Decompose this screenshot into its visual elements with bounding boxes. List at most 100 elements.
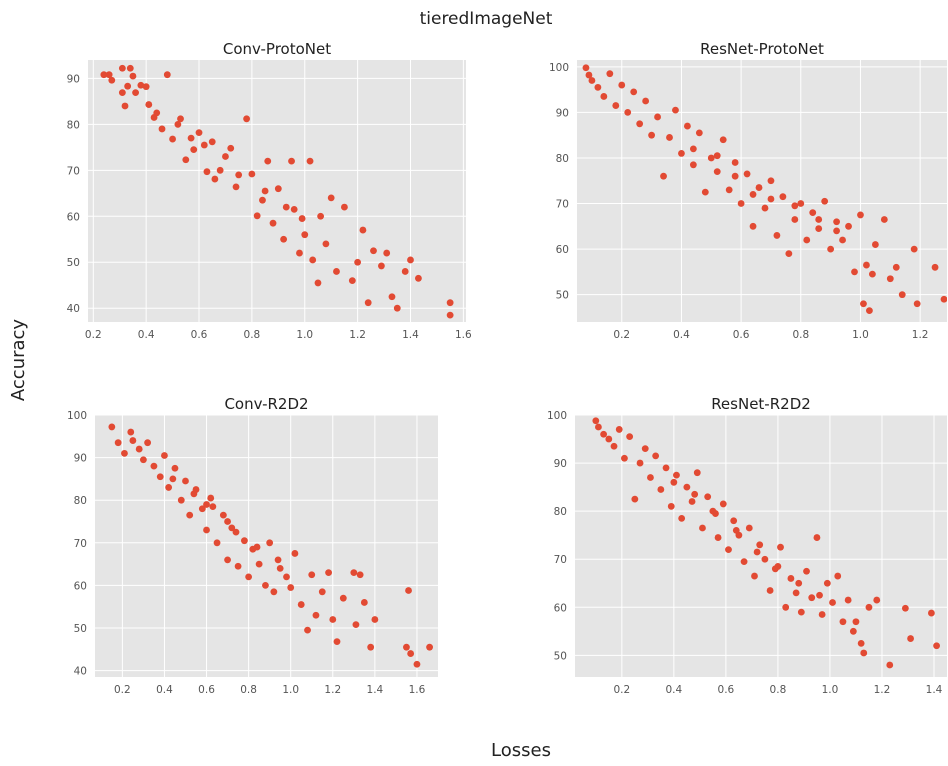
scatter-point bbox=[767, 177, 775, 185]
scatter-point bbox=[207, 494, 215, 502]
scatter-point bbox=[910, 245, 918, 253]
scatter-point bbox=[297, 601, 305, 608]
scatter-point bbox=[751, 572, 758, 580]
scatter-point bbox=[359, 226, 367, 234]
scatter-point bbox=[187, 134, 195, 142]
scatter-point bbox=[689, 145, 697, 153]
scatter-point bbox=[274, 556, 282, 564]
scatter-point bbox=[931, 263, 939, 271]
scatter-point bbox=[174, 120, 182, 128]
scatter-point bbox=[689, 161, 697, 169]
scatter-point bbox=[171, 464, 179, 472]
scatter-point bbox=[364, 299, 372, 307]
scatter-point bbox=[124, 82, 132, 90]
scatter-point bbox=[407, 650, 415, 657]
y-tick-label: 90 bbox=[556, 107, 569, 119]
scatter-point bbox=[383, 249, 391, 257]
scatter-point bbox=[228, 524, 236, 532]
scatter-point bbox=[121, 102, 129, 110]
scatter-point bbox=[245, 573, 253, 581]
scatter-point bbox=[339, 594, 347, 602]
scatter-point bbox=[605, 435, 613, 443]
x-tick-label: 0.8 bbox=[770, 684, 787, 696]
scatter-point bbox=[839, 236, 846, 244]
scatter-point bbox=[873, 596, 881, 604]
subplot-3: 0.2 0.4 0.6 0.8 1.0 1.2 1.4 1.6 40 50 60 70 80 90 100 C… bbox=[67, 395, 438, 696]
scatter-point bbox=[195, 129, 203, 137]
scatter-point bbox=[792, 589, 800, 597]
subplot-2: 0.2 0.4 0.6 0.8 1.0 1.2 50 60 70 80 90 100 ResNet-Pr… bbox=[549, 40, 947, 341]
scatter-point bbox=[232, 183, 240, 191]
x-tick-label: 1.6 bbox=[409, 684, 426, 696]
scatter-point bbox=[849, 627, 857, 635]
scatter-point bbox=[100, 71, 108, 79]
scatter-point bbox=[657, 486, 665, 493]
scatter-point bbox=[725, 186, 733, 194]
scatter-point bbox=[857, 639, 865, 647]
scatter-point bbox=[360, 599, 368, 606]
scatter-point bbox=[177, 115, 184, 123]
scatter-point bbox=[169, 475, 177, 483]
scatter-point bbox=[761, 555, 769, 563]
subplot-4: 0.2 0.4 0.6 0.8 1.0 1.2 1.4 50 60 70 80 90 100 ResNet… bbox=[547, 395, 947, 696]
scatter-point bbox=[216, 166, 224, 174]
scatter-point bbox=[153, 109, 161, 117]
scatter-point bbox=[352, 621, 360, 628]
scatter-point bbox=[156, 473, 164, 481]
scatter-point bbox=[182, 156, 190, 164]
scatter-point bbox=[756, 541, 764, 549]
x-tick-label: 1.2 bbox=[912, 329, 929, 341]
scatter-point bbox=[816, 591, 823, 599]
y-tick-label: 70 bbox=[556, 199, 569, 211]
scatter-point bbox=[773, 232, 781, 239]
scatter-point bbox=[401, 268, 409, 275]
scatter-point bbox=[190, 490, 198, 498]
subplot-title: ResNet-R2D2 bbox=[711, 395, 811, 413]
scatter-point bbox=[678, 514, 686, 522]
scatter-point bbox=[892, 263, 900, 271]
scatter-point bbox=[304, 626, 311, 634]
scatter-point bbox=[731, 159, 739, 166]
scatter-point bbox=[863, 261, 870, 269]
scatter-point bbox=[833, 218, 840, 226]
scatter-point bbox=[606, 70, 614, 78]
x-tick-label: 1.6 bbox=[455, 329, 472, 341]
scatter-point bbox=[203, 501, 210, 508]
scatter-point bbox=[719, 500, 727, 508]
scatter-point bbox=[927, 609, 935, 617]
x-tick-label: 1.0 bbox=[282, 684, 299, 696]
scatter-point bbox=[219, 511, 227, 519]
x-tick-label: 1.2 bbox=[874, 684, 891, 696]
scatter-point bbox=[869, 270, 876, 278]
scatter-point bbox=[370, 247, 377, 255]
scatter-point bbox=[818, 611, 826, 618]
scatter-point bbox=[129, 437, 137, 444]
figure-title: tieredImageNet bbox=[420, 9, 553, 29]
scatter-point bbox=[730, 517, 738, 525]
scatter-point bbox=[144, 439, 152, 447]
scatter-point bbox=[624, 109, 632, 116]
scatter-point bbox=[208, 138, 216, 146]
y-tick-label: 80 bbox=[554, 506, 567, 518]
scatter-point bbox=[743, 170, 751, 178]
scatter-point bbox=[699, 524, 706, 532]
scatter-point bbox=[779, 193, 787, 201]
scatter-point bbox=[253, 543, 261, 551]
subplot-1: 0.2 0.4 0.6 0.8 1.0 1.2 1.4 1.6 40 50 60 70 80 90 Conv… bbox=[67, 40, 472, 341]
scatter-point bbox=[667, 502, 675, 510]
scatter-point bbox=[666, 134, 673, 141]
x-tick-label: 1.4 bbox=[402, 329, 419, 341]
grid-lines bbox=[88, 60, 466, 322]
scatter-point bbox=[839, 618, 847, 626]
y-tick-label: 50 bbox=[67, 257, 80, 269]
scatter-point bbox=[845, 222, 852, 230]
scatter-point bbox=[940, 295, 947, 303]
x-tick-label: 0.2 bbox=[613, 329, 630, 341]
y-tick-label: 50 bbox=[74, 623, 87, 635]
scatter-point bbox=[621, 454, 628, 462]
x-tick-label: 1.0 bbox=[822, 684, 839, 696]
y-axis-label: Accuracy bbox=[8, 319, 29, 402]
scatter-point bbox=[243, 115, 251, 123]
y-tick-label: 100 bbox=[547, 410, 567, 422]
scatter-point bbox=[595, 423, 602, 431]
